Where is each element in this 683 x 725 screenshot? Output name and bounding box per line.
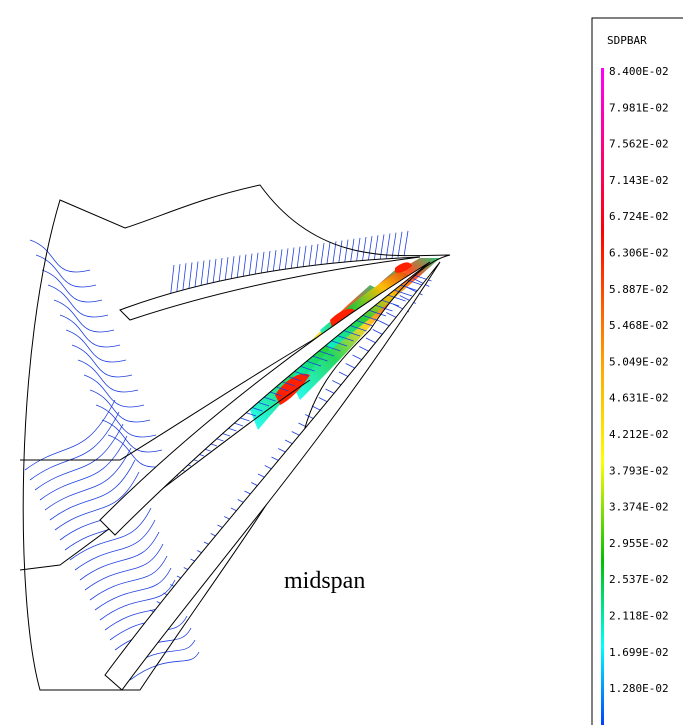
legend-label: 7.981E-02 [609, 101, 669, 114]
contour-line [398, 232, 402, 258]
contour-line [374, 235, 378, 262]
contour-line [404, 231, 408, 256]
legend-label: 4.212E-02 [609, 428, 669, 441]
color-bar [601, 68, 604, 725]
legend-title: SDPBAR [607, 34, 647, 47]
legend-label: 2.118E-02 [609, 610, 669, 623]
legend-label: 6.306E-02 [609, 247, 669, 260]
contour-line [380, 234, 384, 260]
annotation: midspan [284, 568, 365, 594]
legend-label: 1.699E-02 [609, 646, 669, 659]
plot: midspan SDPBAR 8.400E-02 7.981E-02 7.562E-… [0, 0, 683, 725]
legend-label: 3.374E-02 [609, 501, 669, 514]
contour-line [368, 236, 372, 263]
legend-label: 8.400E-02 [609, 65, 669, 78]
legend-label: 3.793E-02 [609, 464, 669, 477]
legend-label: 5.468E-02 [609, 319, 669, 332]
legend-label: 1.280E-02 [609, 682, 669, 695]
legend-label: 2.955E-02 [609, 537, 669, 550]
legend-label: 7.143E-02 [609, 174, 669, 187]
legend-label: 5.049E-02 [609, 355, 669, 368]
page: midspan SDPBAR 8.400E-02 7.981E-02 7.562E-… [0, 0, 683, 725]
legend-label: 7.562E-02 [609, 138, 669, 151]
legend-label: 4.631E-02 [609, 392, 669, 405]
legend-label: 2.537E-02 [609, 573, 669, 586]
legend: SDPBAR 8.400E-02 7.981E-02 7.562E-02 7.143E… [592, 18, 683, 725]
contour-line [392, 233, 396, 259]
domain-outline [20, 185, 450, 690]
legend-label: 5.887E-02 [609, 283, 669, 296]
legend-label: 6.724E-02 [609, 210, 669, 223]
